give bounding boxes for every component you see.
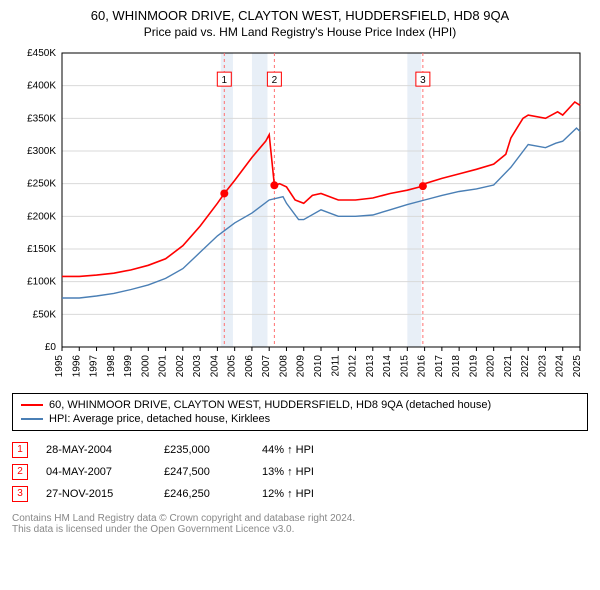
sale-price: £235,000 — [164, 444, 244, 456]
sale-date: 27-NOV-2015 — [46, 488, 146, 500]
svg-text:£50K: £50K — [33, 309, 57, 320]
line-chart: £0 £50K £100K £150K £200K £250K £300K £350K £400… — [12, 47, 588, 387]
svg-text:£150K: £150K — [27, 244, 56, 255]
svg-text:2012: 2012 — [348, 355, 359, 378]
svg-text:2023: 2023 — [537, 355, 548, 378]
svg-text:£300K: £300K — [27, 146, 56, 157]
svg-text:2020: 2020 — [486, 355, 497, 378]
sale-marker: 2 — [12, 464, 28, 480]
sale-price: £246,250 — [164, 488, 244, 500]
svg-text:2019: 2019 — [468, 355, 479, 378]
svg-text:£100K: £100K — [27, 277, 56, 288]
svg-text:2015: 2015 — [399, 355, 410, 378]
svg-text:£400K: £400K — [27, 81, 56, 92]
svg-text:2009: 2009 — [296, 355, 307, 378]
page-title: 60, WHINMOOR DRIVE, CLAYTON WEST, HUDDER… — [12, 8, 588, 23]
sale-marker: 3 — [12, 486, 28, 502]
svg-text:1996: 1996 — [71, 355, 82, 378]
svg-text:2017: 2017 — [434, 355, 445, 378]
svg-text:£250K: £250K — [27, 179, 56, 190]
legend-row: HPI: Average price, detached house, Kirk… — [21, 412, 579, 426]
footer-line-1: Contains HM Land Registry data © Crown c… — [12, 513, 588, 524]
svg-text:1: 1 — [222, 75, 228, 86]
svg-text:£350K: £350K — [27, 113, 56, 124]
svg-text:3: 3 — [420, 75, 426, 86]
svg-text:2004: 2004 — [209, 355, 220, 378]
svg-text:£200K: £200K — [27, 211, 56, 222]
svg-text:2006: 2006 — [244, 355, 255, 378]
sale-date: 28-MAY-2004 — [46, 444, 146, 456]
svg-text:2003: 2003 — [192, 355, 203, 378]
svg-text:2001: 2001 — [158, 355, 169, 378]
sales-list: 1 28-MAY-2004 £235,000 44% ↑ HPI 2 04-MAY-200… — [12, 439, 588, 505]
svg-text:2021: 2021 — [503, 355, 514, 378]
svg-text:2011: 2011 — [330, 355, 341, 377]
svg-text:2005: 2005 — [227, 355, 238, 378]
footer: Contains HM Land Registry data © Crown c… — [12, 513, 588, 535]
footer-line-2: This data is licensed under the Open Gov… — [12, 524, 588, 535]
page-subtitle: Price paid vs. HM Land Registry's House … — [12, 25, 588, 39]
legend-swatch — [21, 404, 43, 406]
sale-row: 1 28-MAY-2004 £235,000 44% ↑ HPI — [12, 439, 588, 461]
svg-text:1997: 1997 — [89, 355, 100, 378]
svg-text:2016: 2016 — [417, 355, 428, 378]
svg-text:2010: 2010 — [313, 355, 324, 378]
sale-row: 3 27-NOV-2015 £246,250 12% ↑ HPI — [12, 483, 588, 505]
sale-date: 04-MAY-2007 — [46, 466, 146, 478]
svg-text:1998: 1998 — [106, 355, 117, 378]
legend-row: 60, WHINMOOR DRIVE, CLAYTON WEST, HUDDER… — [21, 398, 579, 412]
svg-text:2013: 2013 — [365, 355, 376, 378]
svg-text:2025: 2025 — [572, 355, 583, 378]
legend: 60, WHINMOOR DRIVE, CLAYTON WEST, HUDDER… — [12, 393, 588, 431]
legend-label: 60, WHINMOOR DRIVE, CLAYTON WEST, HUDDER… — [49, 399, 491, 411]
svg-text:1999: 1999 — [123, 355, 134, 378]
legend-swatch — [21, 418, 43, 420]
svg-text:2008: 2008 — [278, 355, 289, 378]
svg-text:2022: 2022 — [520, 355, 531, 378]
svg-text:1995: 1995 — [54, 355, 65, 378]
svg-text:2007: 2007 — [261, 355, 272, 378]
sale-delta: 12% ↑ HPI — [262, 488, 314, 500]
svg-text:2014: 2014 — [382, 355, 393, 378]
sale-row: 2 04-MAY-2007 £247,500 13% ↑ HPI — [12, 461, 588, 483]
svg-text:2: 2 — [272, 75, 278, 86]
svg-text:2000: 2000 — [140, 355, 151, 378]
svg-text:£450K: £450K — [27, 48, 56, 59]
svg-text:2018: 2018 — [451, 355, 462, 378]
svg-text:2024: 2024 — [555, 355, 566, 378]
svg-text:2002: 2002 — [175, 355, 186, 378]
chart-container: £0 £50K £100K £150K £200K £250K £300K £350K £400… — [12, 47, 588, 387]
svg-text:£0: £0 — [45, 342, 57, 353]
sale-delta: 44% ↑ HPI — [262, 444, 314, 456]
legend-label: HPI: Average price, detached house, Kirk… — [49, 413, 270, 425]
sale-price: £247,500 — [164, 466, 244, 478]
sale-marker: 1 — [12, 442, 28, 458]
sale-delta: 13% ↑ HPI — [262, 466, 314, 478]
